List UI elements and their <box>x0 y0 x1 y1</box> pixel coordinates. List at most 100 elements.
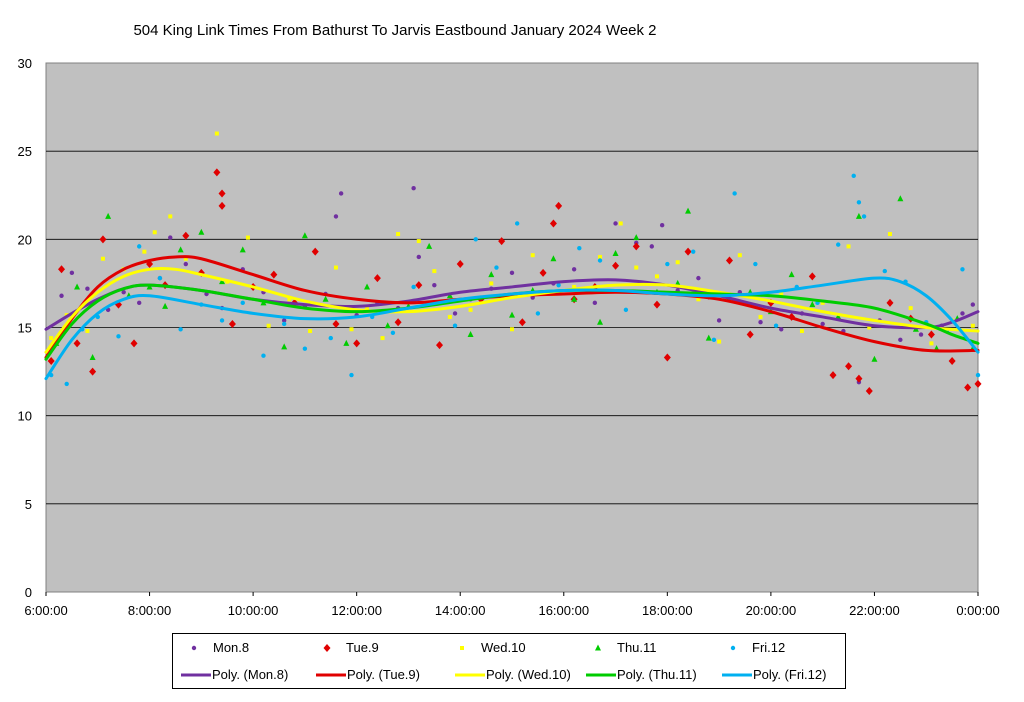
point-wed-10 <box>572 284 577 289</box>
point-thu-11 <box>343 339 350 346</box>
point-wed-10 <box>49 336 54 341</box>
point-tue-9 <box>974 379 982 388</box>
point-mon-8 <box>338 191 344 196</box>
x-axis-ticks: 6:00:00 8:00:00 10:00:00 12:00:00 14:00:00 16… <box>24 592 1000 618</box>
point-wed-10 <box>779 291 784 296</box>
point-tue-9 <box>73 339 81 348</box>
point-thu-11 <box>597 318 604 325</box>
point-fri-12 <box>261 353 266 358</box>
point-fri-12 <box>597 258 603 263</box>
point-fri-12 <box>178 327 183 332</box>
trend-lines <box>44 255 980 381</box>
point-mon-8 <box>411 185 416 191</box>
point-mon-8 <box>716 318 722 323</box>
point-mon-8 <box>333 214 339 219</box>
legend-label: Wed.10 <box>481 640 526 655</box>
point-wed-10 <box>100 256 105 261</box>
point-tue-9 <box>829 371 837 380</box>
point-wed-10 <box>214 131 219 136</box>
point-tue-9 <box>394 318 402 327</box>
chart-canvas: 0 5 10 15 20 25 30 6:00:00 8:00:00 10:00:00 12:00… <box>18 56 1000 618</box>
legend-trend-label: Poly. (Thu.11) <box>617 667 697 682</box>
point-wed-10 <box>287 297 292 302</box>
point-wed-10 <box>266 323 271 328</box>
point-fri-12 <box>732 191 737 196</box>
point-wed-10 <box>396 232 401 237</box>
point-mon-8 <box>85 286 90 291</box>
point-mon-8 <box>779 327 784 332</box>
point-fri-12 <box>577 245 582 251</box>
point-mon-8 <box>898 337 903 343</box>
legend-marker-symbol <box>730 645 736 651</box>
point-mon-8 <box>432 282 437 288</box>
point-wed-10 <box>489 281 494 286</box>
point-tue-9 <box>855 374 863 383</box>
point-wed-10 <box>887 232 892 237</box>
point-thu-11 <box>897 195 904 202</box>
y-tick-label: 10 <box>18 409 32 424</box>
x-tick-label: 0:00:00 <box>956 603 999 618</box>
x-tick-label: 16:00:00 <box>538 603 589 618</box>
point-tue-9 <box>927 330 935 339</box>
point-wed-10 <box>970 323 975 328</box>
point-tue-9 <box>332 319 340 328</box>
point-fri-12 <box>836 242 841 247</box>
point-wed-10 <box>432 269 437 274</box>
legend-marker-symbol <box>460 646 464 650</box>
point-thu-11 <box>162 302 169 309</box>
point-fri-12 <box>556 282 561 288</box>
point-wed-10 <box>846 244 851 249</box>
point-mon-8 <box>69 270 75 276</box>
point-wed-10 <box>799 329 804 334</box>
legend-marker <box>595 644 601 651</box>
point-thu-11 <box>301 232 308 239</box>
point-wed-10 <box>183 256 188 261</box>
point-tue-9 <box>549 219 557 228</box>
y-tick-label: 15 <box>18 321 32 336</box>
point-fri-12 <box>882 268 887 274</box>
point-fri-12 <box>851 173 856 179</box>
point-tue-9 <box>964 383 972 392</box>
point-thu-11 <box>871 355 878 362</box>
point-mon-8 <box>696 275 701 281</box>
point-tue-9 <box>653 300 661 309</box>
point-fri-12 <box>960 267 965 272</box>
point-tue-9 <box>99 235 107 244</box>
legend-marker <box>460 646 464 650</box>
point-fri-12 <box>157 275 163 281</box>
legend-line-swatch <box>455 673 485 677</box>
point-fri-12 <box>975 372 981 378</box>
y-tick-label: 5 <box>25 497 32 512</box>
legend-line-swatch <box>181 673 211 677</box>
point-mon-8 <box>613 221 618 226</box>
point-fri-12 <box>411 284 416 290</box>
point-thu-11 <box>426 242 433 249</box>
point-thu-11 <box>550 255 557 262</box>
point-tue-9 <box>213 168 221 177</box>
point-fri-12 <box>302 346 308 351</box>
legend-label: Tue.9 <box>346 640 379 655</box>
point-mon-8 <box>820 321 825 327</box>
point-tue-9 <box>555 201 563 210</box>
point-wed-10 <box>85 329 90 334</box>
point-fri-12 <box>665 261 670 267</box>
point-tue-9 <box>130 339 138 348</box>
point-wed-10 <box>468 307 473 312</box>
point-fri-12 <box>328 335 333 341</box>
point-wed-10 <box>867 325 872 330</box>
point-mon-8 <box>571 267 577 272</box>
legend-line-swatch <box>586 673 616 677</box>
point-thu-11 <box>177 246 184 253</box>
x-tick-label: 14:00:00 <box>435 603 486 618</box>
point-wed-10 <box>675 260 680 265</box>
point-thu-11 <box>855 212 862 219</box>
point-wed-10 <box>447 314 452 319</box>
x-tick-label: 6:00:00 <box>24 603 67 618</box>
x-tick-label: 10:00:00 <box>228 603 279 618</box>
point-wed-10 <box>618 221 623 226</box>
point-wed-10 <box>737 253 742 258</box>
point-wed-10 <box>696 297 701 302</box>
point-wed-10 <box>333 265 338 270</box>
point-tue-9 <box>845 362 853 371</box>
point-mon-8 <box>59 293 64 298</box>
